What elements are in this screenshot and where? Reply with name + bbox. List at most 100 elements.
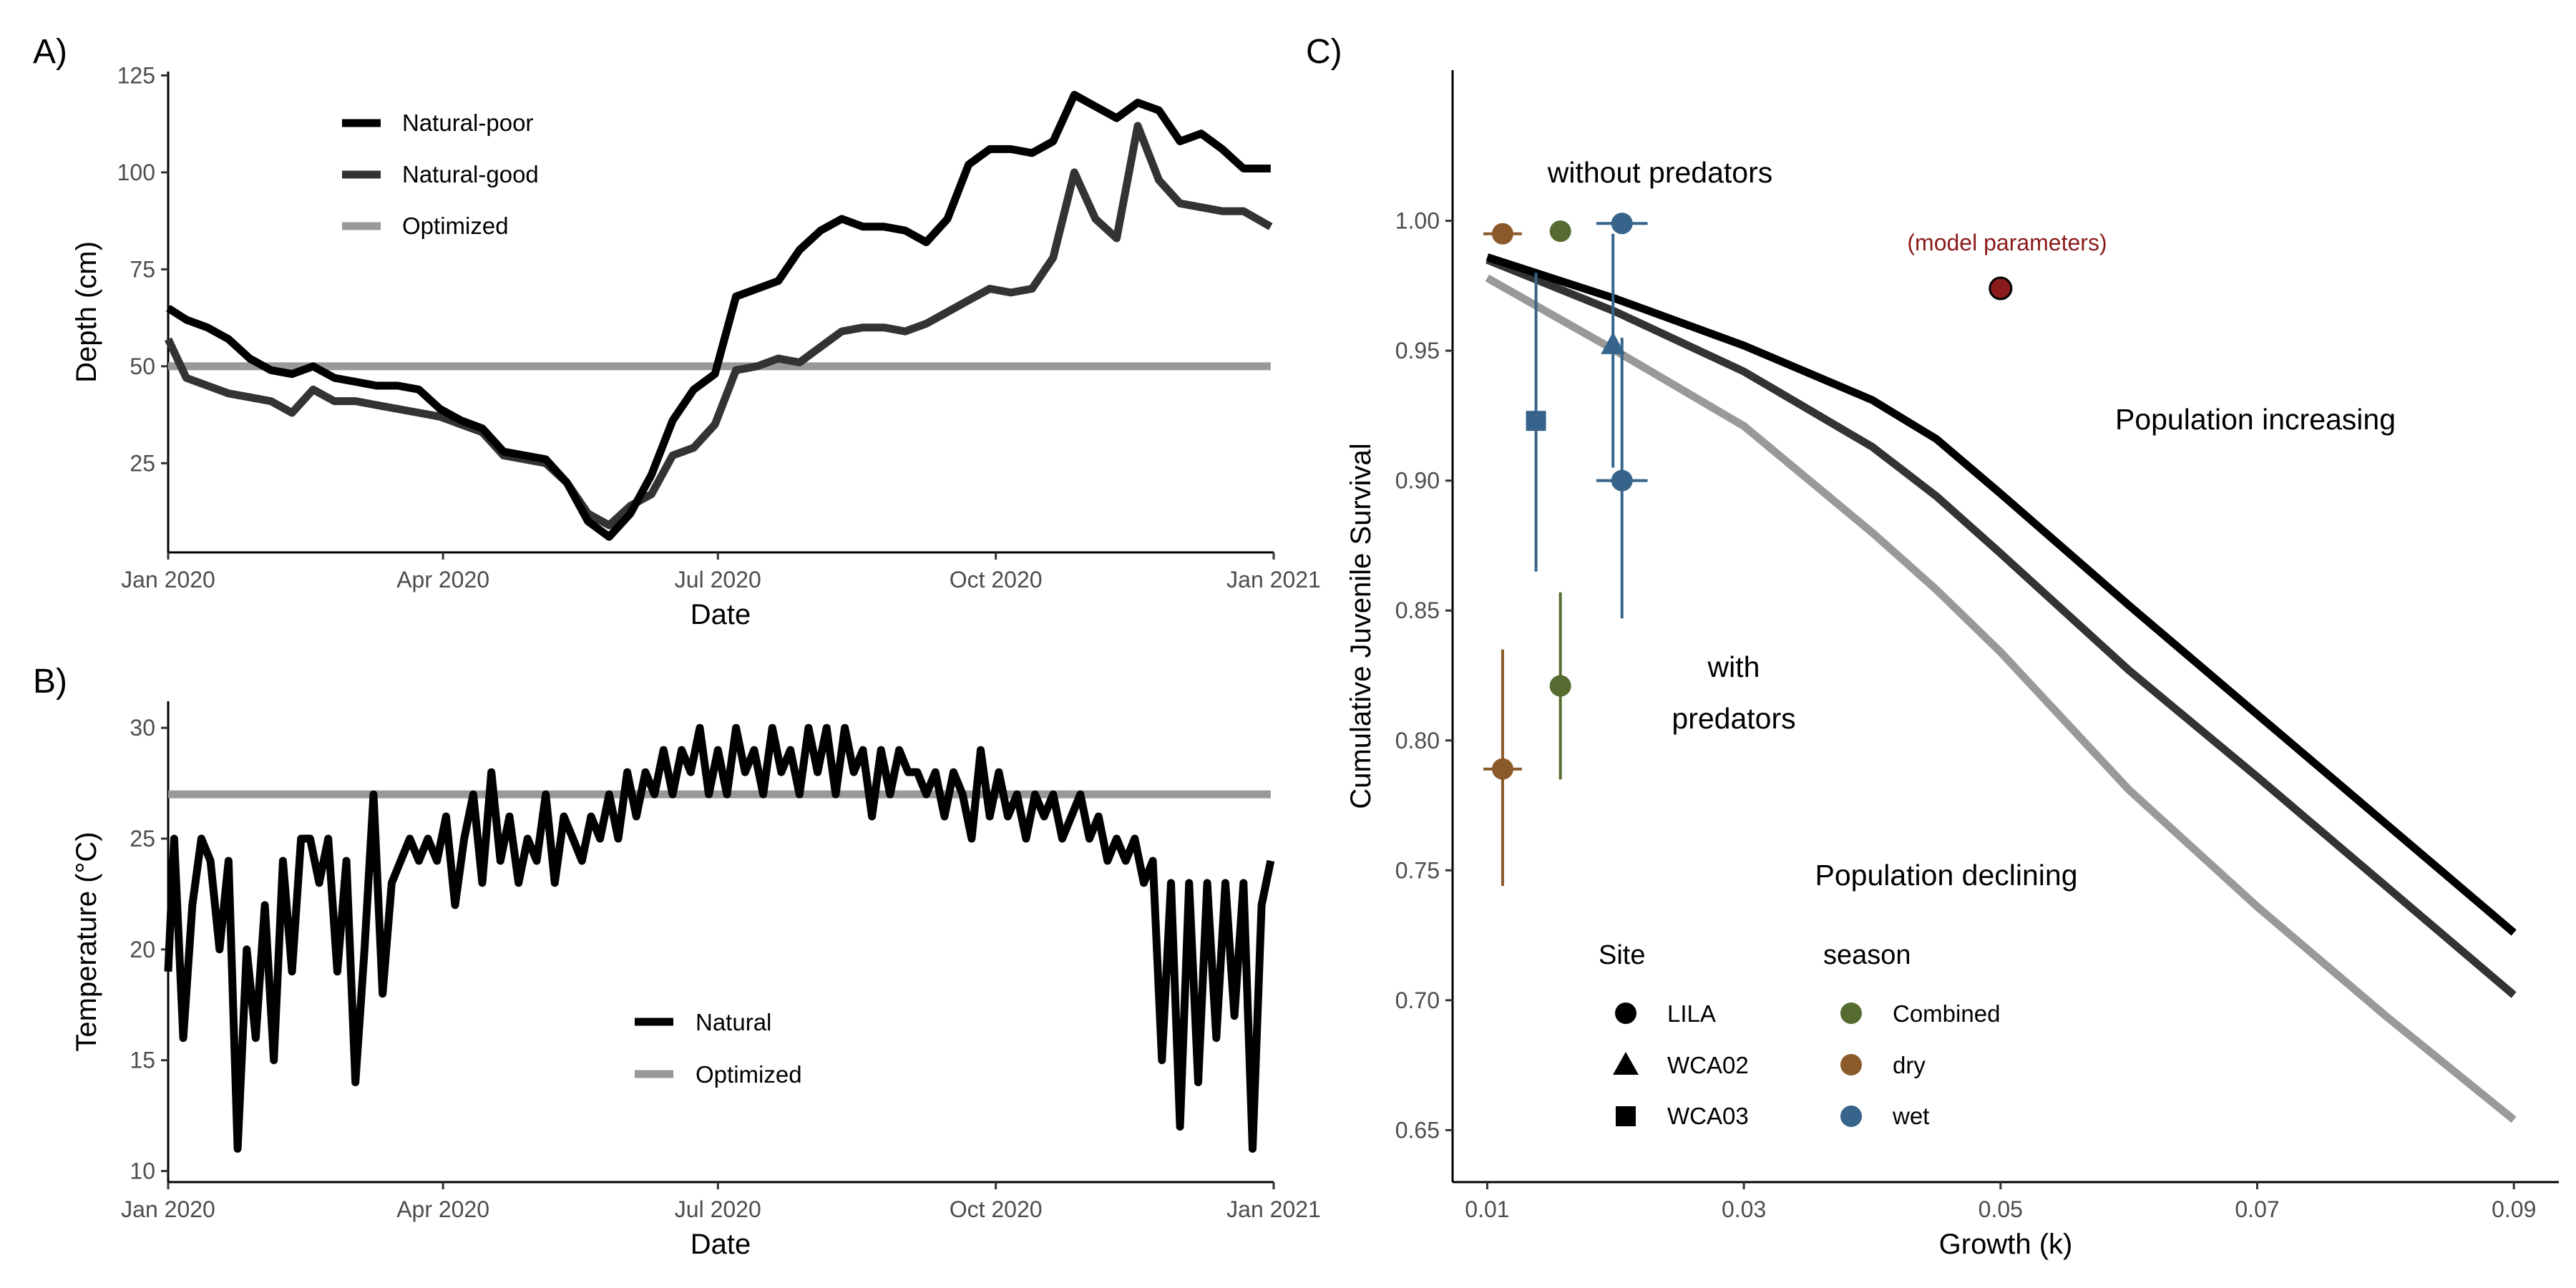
annotation-with: with xyxy=(1707,650,1760,683)
panel-b-temperature: B) 10 15 20 25 30 Jan 2020 Apr 2020 Jul 2020 Oc… xyxy=(33,663,1321,1260)
legend-season-combined-label: Combined xyxy=(1893,1000,2000,1027)
survival-point-lila-wet xyxy=(1596,337,1648,619)
c-x-tick-label: 0.01 xyxy=(1465,1196,1509,1222)
survival-point-lila-combined xyxy=(1549,592,1571,780)
panel-b-y-ticks: 10 15 20 25 30 xyxy=(130,715,168,1184)
legend-optimized-depth-label: Optimized xyxy=(402,213,509,239)
c-y-tick-label: 1.00 xyxy=(1395,208,1440,234)
a-y-tick-label: 125 xyxy=(117,62,155,88)
circle-marker xyxy=(1549,675,1571,697)
a-x-tick-label: Jan 2020 xyxy=(121,567,215,592)
series-line-natural xyxy=(164,723,1275,1153)
a-x-tick-label: Apr 2020 xyxy=(396,567,489,592)
panel-b-tag: B) xyxy=(33,663,67,701)
threshold-curve xyxy=(1485,253,2517,936)
circle-marker xyxy=(1611,469,1633,492)
legend-site-lila-label: LILA xyxy=(1667,1000,1716,1027)
c-x-tick-label: 0.09 xyxy=(2492,1196,2536,1222)
b-x-tick-label: Jul 2020 xyxy=(675,1196,761,1222)
panel-a-tag: A) xyxy=(33,33,67,71)
panel-a-y-title: Depth (cm) xyxy=(71,241,102,383)
square-marker xyxy=(1526,411,1546,431)
legend-site-wca03-label: WCA03 xyxy=(1667,1103,1749,1129)
panel-a-y-ticks: 25 50 75 100 125 xyxy=(117,62,168,476)
legend-optimized-temp-label: Optimized xyxy=(696,1061,802,1088)
panel-c-x-ticks: 0.01 0.03 0.05 0.07 0.09 xyxy=(1465,1182,2536,1222)
legend-natural-label: Natural xyxy=(696,1009,771,1035)
legend-natural-good-label: Natural-good xyxy=(402,161,539,187)
circle-marker xyxy=(1611,213,1633,235)
a-x-tick-label: Jul 2020 xyxy=(675,567,761,592)
survival-point-lila-dry xyxy=(1483,223,1522,245)
panel-a-series xyxy=(165,91,1273,541)
panel-b-y-title: Temperature (°C) xyxy=(71,831,102,1051)
legend-season-title: season xyxy=(1823,940,1911,970)
circle-marker xyxy=(1491,758,1513,780)
legend-season-combined-key xyxy=(1840,1002,1862,1024)
series-line-natural-poor xyxy=(166,91,1271,541)
survival-point-lila-wet xyxy=(1596,213,1648,235)
legend-season-wet-key xyxy=(1840,1106,1862,1127)
threshold-curve xyxy=(1485,256,2517,998)
legend-site-wca03-key xyxy=(1616,1106,1636,1126)
triangle-marker xyxy=(1601,331,1626,354)
panel-a-depth: A) 25 50 75 100 125 Jan 2020 Apr 2020 Jul 2020… xyxy=(33,33,1321,630)
survival-point-wca03-wet xyxy=(1526,273,1546,572)
panel-b-legend: Natural Optimized xyxy=(635,1009,802,1088)
a-x-tick-label: Oct 2020 xyxy=(950,567,1043,592)
panel-c-tag: C) xyxy=(1306,33,1342,71)
panel-b-series xyxy=(164,723,1275,1153)
b-x-tick-label: Jan 2021 xyxy=(1226,1196,1321,1222)
legend-season-dry-key xyxy=(1840,1054,1862,1075)
c-y-tick-label: 0.95 xyxy=(1395,338,1440,364)
panel-c-y-title: Cumulative Juvenile Survival xyxy=(1345,443,1377,809)
c-x-tick-label: 0.07 xyxy=(2235,1196,2279,1222)
legend-season-wet-label: wet xyxy=(1892,1103,1929,1129)
c-x-tick-label: 0.03 xyxy=(1722,1196,1766,1222)
a-y-tick-label: 75 xyxy=(130,256,155,282)
a-y-tick-label: 50 xyxy=(130,353,155,379)
circle-marker xyxy=(1491,223,1513,245)
annotation-without-predators: without predators xyxy=(1547,156,1773,189)
panel-a-legend: Natural-poor Natural-good Optimized xyxy=(342,109,539,239)
b-y-tick-label: 20 xyxy=(130,937,155,962)
c-y-tick-label: 0.75 xyxy=(1395,857,1440,883)
panel-c-threshold-curves xyxy=(1485,253,2517,1123)
threshold-curve xyxy=(1485,274,2517,1123)
survival-point-lila-combined xyxy=(1549,220,1571,243)
panel-c-legend: Site LILA WCA02 WCA03 season Combined dr… xyxy=(1599,940,2000,1129)
panel-a-x-ticks: Jan 2020 Apr 2020 Jul 2020 Oct 2020 Jan 2021 xyxy=(121,552,1321,592)
c-y-tick-label: 0.90 xyxy=(1395,468,1440,494)
legend-site-title: Site xyxy=(1599,940,1645,970)
b-x-tick-label: Jan 2020 xyxy=(121,1196,215,1222)
b-y-tick-label: 10 xyxy=(130,1158,155,1184)
a-y-tick-label: 25 xyxy=(130,450,155,476)
panel-c-survival-points xyxy=(1483,213,2013,887)
annotation-population-increasing: Population increasing xyxy=(2115,403,2396,436)
b-y-tick-label: 25 xyxy=(130,826,155,852)
legend-natural-poor-label: Natural-poor xyxy=(402,109,533,136)
panel-c-survival: C) 0.65 0.70 0.75 0.80 0.85 0.90 0.95 1.00 0.01… xyxy=(1306,33,2559,1260)
annotation-model-parameters: (model parameters) xyxy=(1907,230,2107,255)
legend-site-lila-key xyxy=(1615,1002,1636,1024)
survival-point-lila-dry xyxy=(1483,649,1522,887)
survival-point-model-model xyxy=(1989,276,2013,301)
panel-c-x-title: Growth (k) xyxy=(1939,1229,2073,1260)
legend-season-dry-label: dry xyxy=(1893,1052,1926,1078)
legend-site-wca02-label: WCA02 xyxy=(1667,1052,1749,1078)
c-x-tick-label: 0.05 xyxy=(1979,1196,2023,1222)
circle-marker xyxy=(1549,220,1571,243)
a-x-tick-label: Jan 2021 xyxy=(1226,567,1321,592)
panel-a-x-title: Date xyxy=(691,599,751,630)
panel-b-x-ticks: Jan 2020 Apr 2020 Jul 2020 Oct 2020 Jan 2021 xyxy=(121,1182,1321,1222)
survival-point-wca02-wet xyxy=(1601,233,1626,468)
panel-b-x-title: Date xyxy=(691,1229,751,1260)
c-y-tick-label: 0.85 xyxy=(1395,597,1440,623)
c-y-tick-label: 0.70 xyxy=(1395,987,1440,1013)
a-y-tick-label: 100 xyxy=(117,160,155,185)
b-y-tick-label: 30 xyxy=(130,715,155,741)
annotation-predators: predators xyxy=(1672,702,1795,735)
b-y-tick-label: 15 xyxy=(130,1048,155,1073)
b-x-tick-label: Apr 2020 xyxy=(396,1196,489,1222)
